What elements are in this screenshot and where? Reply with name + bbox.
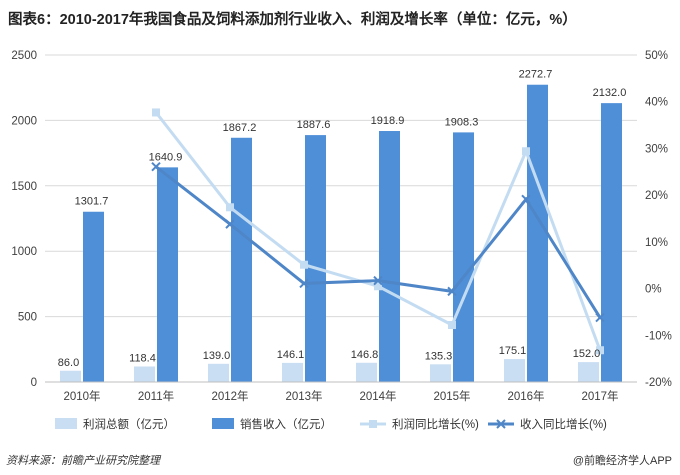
revenue-bar (379, 131, 400, 382)
profit-data-label: 146.1 (277, 349, 305, 361)
revenue-data-label: 1867.2 (223, 122, 257, 134)
profit-growth-point (300, 260, 308, 269)
bars (60, 84, 622, 383)
left-tick-label: 2000 (11, 115, 37, 127)
profit-growth-point (152, 108, 160, 117)
left-tick-label: 2500 (11, 50, 37, 62)
profit-data-label: 118.4 (129, 353, 156, 365)
revenue-growth-point (225, 219, 235, 229)
profit-bar (208, 363, 229, 382)
revenue-bar (453, 132, 474, 382)
x-tick-label: 2016年 (507, 389, 544, 403)
revenue-bar (231, 137, 252, 382)
chart-title: 图表6：2010-2017年我国食品及饲料添加剂行业收入、利润及增长率（单位：亿… (8, 12, 577, 28)
profit-bar (504, 359, 525, 382)
profit-growth-point (374, 282, 382, 291)
revenue-bar (305, 135, 326, 382)
x-axis: 2010年 2011年 2012年 2013年 2014年 2015年 2016年 2017年 (45, 381, 637, 403)
revenue-bar (157, 167, 178, 382)
profit-growth-point (226, 203, 234, 212)
revenue-data-label: 2272.7 (519, 69, 553, 81)
profit-data-label: 175.1 (499, 345, 527, 357)
left-axis: 0 500 1000 1500 2000 2500 (11, 50, 37, 389)
legend-marker-revenue-growth (496, 419, 506, 429)
revenue-data-label: 1908.3 (445, 116, 479, 128)
revenue-data-label: 1887.6 (297, 119, 331, 131)
revenue-bar (601, 103, 622, 382)
right-tick-label: -20% (645, 377, 672, 389)
left-tick-label: 1000 (11, 246, 37, 258)
data-labels: 86.0 1301.7 118.4 1640.9 139.0 1867.2 146.1 188… (58, 69, 627, 369)
revenue-data-label: 1918.9 (371, 115, 405, 127)
left-tick-label: 500 (18, 312, 37, 324)
profit-data-label: 135.3 (425, 350, 453, 362)
left-tick-label: 0 (31, 377, 37, 389)
profit-bar (134, 366, 155, 382)
revenue-bar (527, 84, 548, 383)
revenue-growth-point (521, 194, 531, 205)
profit-data-label: 86.0 (58, 357, 79, 369)
x-tick-label: 2015年 (433, 389, 470, 403)
revenue-growth-point (595, 312, 605, 323)
right-tick-label: 50% (645, 50, 668, 62)
x-tick-label: 2017年 (581, 389, 618, 403)
revenue-growth-point (373, 275, 383, 286)
profit-data-label: 146.8 (351, 349, 379, 361)
legend-marker-profit-growth (369, 420, 377, 428)
right-tick-label: 30% (645, 143, 668, 155)
right-axis: -20% -10% 0% 10% 20% 30% 40% 50% (645, 50, 672, 389)
right-tick-label: 10% (645, 237, 668, 249)
profit-data-label: 139.0 (203, 350, 231, 362)
legend-label-revenue: 销售收入（亿元） (240, 417, 332, 431)
profit-bar (356, 362, 377, 382)
revenue-growth-point (151, 161, 161, 172)
legend: 利润总额（亿元） 销售收入（亿元） 利润同比增长(%) 收入同比增长(%) (55, 417, 607, 431)
revenue-growth-point (299, 278, 309, 289)
profit-bar (282, 362, 303, 382)
profit-bar (430, 364, 451, 382)
revenue-growth-point (447, 286, 457, 297)
grid-lines (45, 54, 637, 318)
legend-swatch-revenue (212, 418, 234, 429)
revenue-bar (83, 211, 104, 382)
source-note: 资料来源：前瞻产业研究院整理 (6, 455, 160, 467)
profit-growth-point (448, 321, 456, 330)
revenue-data-label: 1640.9 (149, 151, 183, 163)
profit-growth-point (522, 147, 530, 156)
right-tick-label: -10% (645, 330, 672, 342)
profit-bar (60, 370, 81, 382)
x-tick-label: 2010年 (63, 389, 100, 403)
revenue-data-label: 2132.0 (593, 87, 627, 99)
profit-data-label: 152.0 (573, 348, 601, 360)
legend-label-revenue-growth: 收入同比增长(%) (520, 417, 607, 431)
x-tick-label: 2012年 (211, 389, 248, 403)
profit-growth-point (596, 346, 604, 355)
legend-label-profit-growth: 利润同比增长(%) (392, 417, 479, 431)
legend-label-profit: 利润总额（亿元） (83, 417, 175, 431)
legend-swatch-profit (55, 418, 77, 429)
x-tick-label: 2014年 (359, 389, 396, 403)
revenue-data-label: 1301.7 (75, 196, 109, 208)
growth-lines (151, 108, 605, 355)
right-tick-label: 0% (645, 284, 662, 296)
right-tick-label: 40% (645, 97, 668, 109)
watermark: @前瞻经济学人APP (572, 455, 672, 467)
left-tick-label: 1500 (11, 181, 37, 193)
x-tick-label: 2011年 (138, 389, 174, 403)
profit-bar (578, 362, 599, 382)
x-tick-label: 2013年 (285, 389, 322, 403)
right-tick-label: 20% (645, 190, 668, 202)
